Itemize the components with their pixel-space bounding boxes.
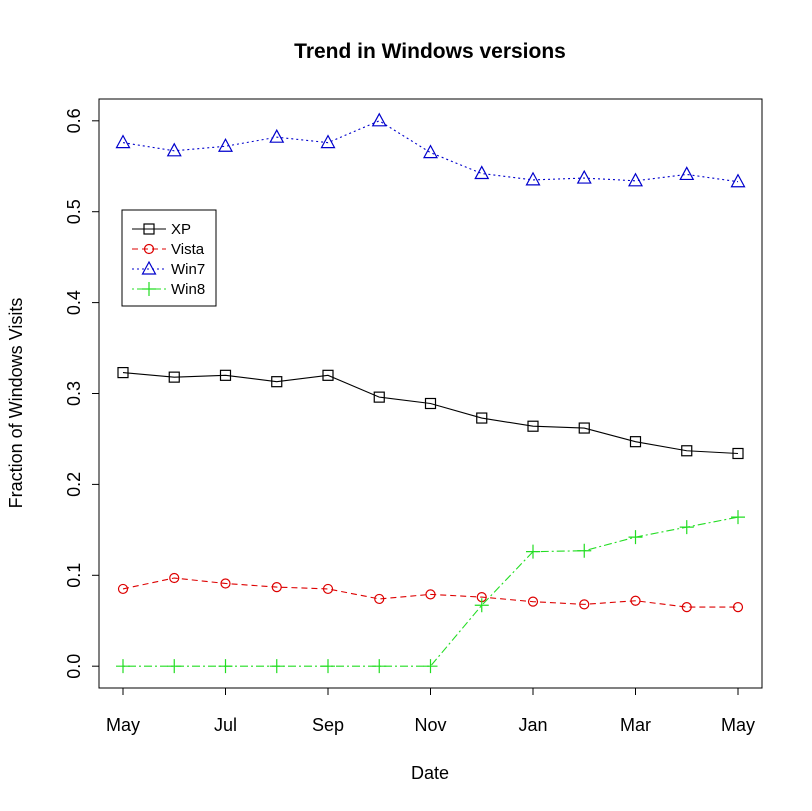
x-tick-label: Mar [620, 715, 651, 735]
series-xp [117, 366, 744, 460]
y-axis-label: Fraction of Windows Visits [6, 298, 26, 509]
legend-marker-square [143, 223, 155, 235]
data-point-circle [220, 578, 231, 589]
legend-label: XP [171, 221, 191, 238]
data-point-plus [679, 520, 694, 535]
data-point-triangle [371, 112, 387, 127]
data-point-plus [218, 659, 233, 674]
data-point-plus [577, 543, 592, 558]
data-point-triangle [115, 134, 131, 149]
data-point-plus [321, 659, 335, 674]
y-axis: 0.0 0.1 0.2 0.3 0.4 0.5 0.6 [64, 108, 99, 679]
data-point-circle [271, 582, 282, 593]
data-point-circle [579, 599, 590, 610]
data-point-plus [423, 659, 438, 674]
data-point-triangle [474, 165, 490, 180]
data-point-triangle [217, 138, 234, 152]
legend-label: Win8 [171, 281, 205, 298]
data-point-triangle [627, 172, 644, 187]
y-tick-label: 0.1 [64, 563, 84, 588]
y-tick-label: 0.5 [64, 199, 84, 224]
data-point-circle [374, 593, 385, 605]
data-point-triangle [269, 128, 285, 143]
series-line [122, 577, 738, 608]
data-point-triangle [679, 166, 695, 181]
data-point-circle [527, 596, 539, 607]
data-point-circle [425, 589, 436, 600]
data-point-circle [681, 602, 692, 613]
series-win8 [116, 510, 745, 674]
series-line [123, 516, 739, 667]
data-point-triangle [320, 134, 336, 149]
data-point-circle [630, 595, 641, 606]
data-point-plus [269, 659, 284, 674]
data-point-plus [372, 659, 387, 674]
legend: XP Vista Win7 Win8 [121, 209, 217, 307]
data-point-plus [526, 544, 540, 559]
data-point-square [373, 391, 385, 403]
x-axis: May Jul Sep Nov Jan Mar May [106, 688, 755, 735]
series-line [122, 372, 739, 455]
x-tick-label: Jul [214, 715, 237, 735]
data-point-plus [474, 598, 489, 613]
legend-box [121, 209, 217, 307]
plot-frame [98, 98, 763, 689]
data-point-triangle [422, 144, 439, 159]
legend-label: Win7 [171, 261, 205, 278]
legend-marker-plus [142, 282, 156, 296]
data-point-square [271, 376, 283, 388]
data-point-square [219, 369, 232, 381]
series-layer [115, 112, 746, 674]
legend-marker-triangle [141, 260, 157, 275]
data-point-square [117, 366, 129, 379]
series-line [122, 120, 739, 183]
data-point-circle [732, 602, 744, 613]
data-point-square [629, 436, 642, 448]
y-tick-label: 0.0 [64, 654, 84, 679]
x-axis-label: Date [411, 763, 449, 783]
data-point-square [578, 422, 590, 434]
y-tick-label: 0.2 [64, 472, 84, 497]
y-tick-label: 0.6 [64, 108, 84, 133]
legend-label: Vista [171, 241, 205, 258]
y-tick-label: 0.4 [64, 290, 84, 315]
data-point-square [322, 369, 334, 381]
data-point-circle [117, 583, 129, 595]
data-point-triangle [730, 173, 746, 188]
data-point-square [168, 371, 180, 383]
x-tick-label: Nov [414, 715, 446, 735]
data-point-square [476, 412, 488, 424]
data-point-circle [322, 583, 334, 595]
series-win7 [115, 112, 746, 188]
data-point-square [527, 420, 539, 432]
x-tick-label: May [106, 715, 140, 735]
y-tick-label: 0.3 [64, 381, 84, 406]
series-vista [117, 572, 744, 613]
x-tick-label: Sep [312, 715, 344, 735]
data-point-square [732, 447, 744, 460]
data-point-triangle [525, 171, 541, 186]
data-point-plus [167, 659, 182, 674]
x-tick-label: May [721, 715, 755, 735]
data-point-square [424, 397, 437, 410]
data-point-plus [116, 659, 130, 674]
data-point-plus [731, 510, 745, 525]
x-tick-label: Jan [518, 715, 547, 735]
data-point-circle [169, 572, 180, 584]
data-point-triangle [576, 169, 592, 184]
data-point-triangle [166, 142, 182, 157]
legend-marker-circle [143, 243, 155, 255]
data-point-plus [628, 530, 643, 545]
chart-title: Trend in Windows versions [294, 40, 566, 63]
data-point-square [681, 445, 693, 457]
